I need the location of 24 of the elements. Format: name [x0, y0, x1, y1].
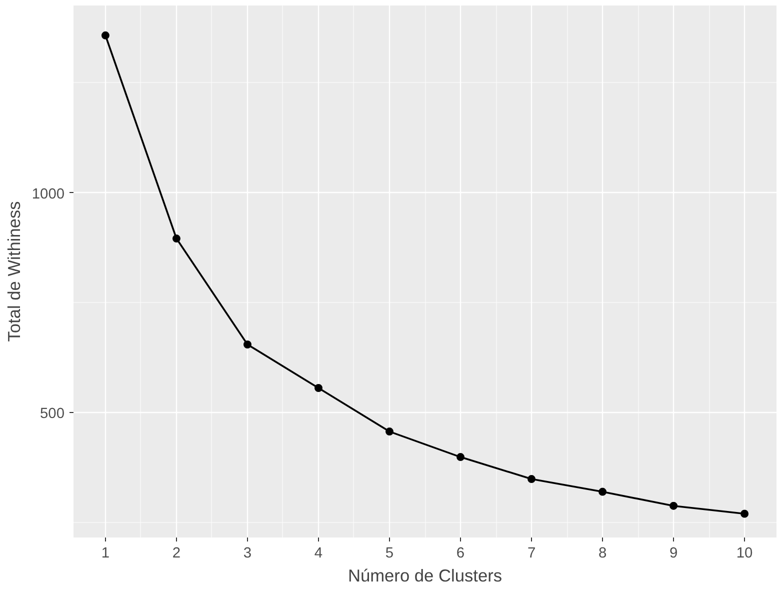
point	[385, 428, 394, 436]
x-tick-label: 9	[669, 546, 678, 562]
x-tick-label: 8	[598, 546, 607, 562]
y-tick-label: 1000	[32, 186, 65, 202]
point	[598, 488, 607, 496]
x-tick-label: 3	[243, 546, 252, 562]
point	[670, 502, 678, 510]
x-tick-label: 6	[456, 546, 465, 562]
x-tick-label: 7	[527, 546, 536, 562]
point	[314, 384, 322, 392]
point	[740, 510, 749, 518]
point	[456, 453, 465, 462]
x-tick-label: 5	[385, 546, 394, 562]
x-tick-label: 4	[314, 546, 323, 562]
x-tick-label: 2	[172, 546, 181, 562]
y-tick-label: 500	[40, 406, 65, 422]
y-axis-title: Total de Withiness	[4, 200, 24, 342]
point	[101, 31, 110, 40]
x-tick-label: 1	[101, 546, 110, 562]
x-tick-label: 10	[736, 546, 753, 562]
x-axis-title: Número de Clusters	[348, 566, 502, 586]
point	[528, 475, 536, 484]
point	[243, 340, 252, 348]
point	[172, 234, 180, 243]
